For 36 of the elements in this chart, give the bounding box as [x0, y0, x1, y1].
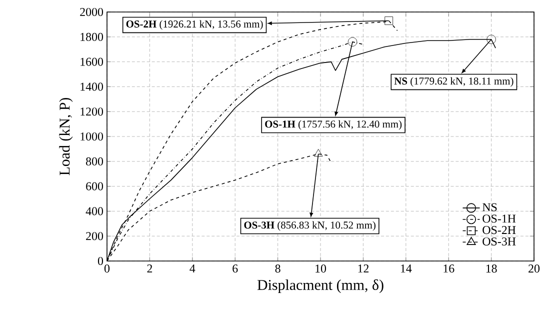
- x-tick-label: 6: [232, 264, 238, 273]
- x-tick-label: 12: [358, 264, 369, 272]
- y-tick-label: 1000: [80, 132, 104, 141]
- x-tick-label: 20: [528, 264, 540, 273]
- x-tick-label: 16: [444, 264, 454, 273]
- y-tick-label: 2000: [80, 8, 104, 16]
- point: [384, 16, 394, 25]
- x-tick-label: 14: [400, 264, 412, 272]
- x-tick-label: 2: [147, 264, 152, 272]
- y-tick-label: 600: [86, 182, 104, 190]
- y-axis-title: Load (kN, P): [59, 98, 73, 176]
- point: [348, 37, 358, 46]
- y-tick-label: 1200: [80, 108, 104, 116]
- point: [314, 148, 323, 157]
- x-tick-label: 10: [316, 264, 326, 273]
- legend-label: OS-2H: [482, 226, 516, 234]
- annotation: OS-2H (1926.21 kN, 13.56 mm): [126, 20, 263, 30]
- legend-label: NS: [482, 203, 497, 212]
- y-tick-label: 1600: [80, 58, 104, 66]
- annotation: OS-3H (856.83 kN, 10.52 mm): [244, 221, 376, 231]
- legend-label: OS-3H: [482, 237, 516, 246]
- x-tick-label: 0: [104, 264, 110, 273]
- annotation: NS (1779.62 kN, 18.11 mm): [394, 77, 514, 87]
- point: [486, 34, 496, 44]
- legend-label: OS-1H: [482, 214, 516, 223]
- y-tick-label: 800: [86, 157, 104, 166]
- y-tick-label: 1400: [80, 82, 104, 91]
- x-tick-label: 8: [275, 264, 280, 273]
- x-axis-title: Displacment (mm, δ): [257, 279, 384, 294]
- x-tick-label: 4: [190, 264, 196, 272]
- y-tick-label: 1800: [80, 32, 104, 41]
- x-tick-label: 18: [486, 264, 497, 273]
- annotation: OS-1H (1757.56 kN, 12.40 mm): [265, 120, 402, 130]
- y-tick-label: 200: [86, 232, 104, 240]
- y-tick-label: 400: [86, 207, 104, 216]
- y-tick-label: 0: [98, 256, 104, 266]
